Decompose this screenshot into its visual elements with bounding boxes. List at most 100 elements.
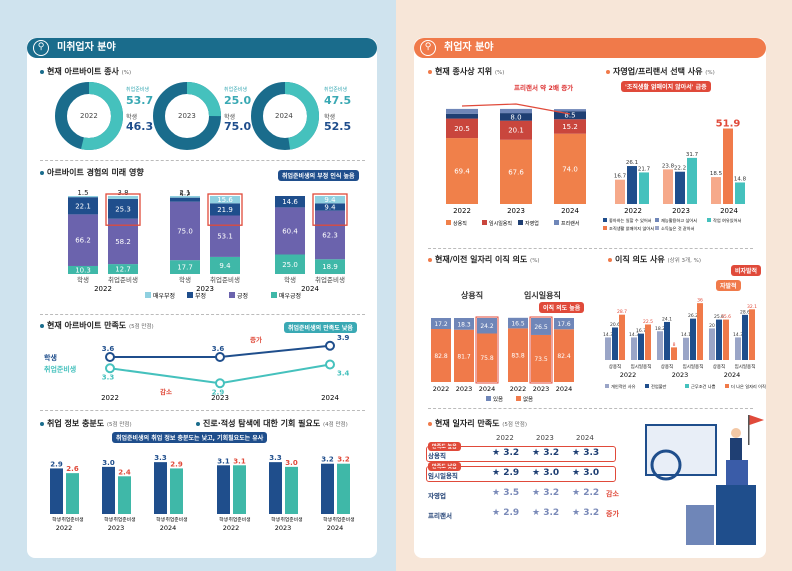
bar-value-label: 18.2: [655, 326, 665, 332]
donut-label-b-2024: 학생: [324, 114, 336, 121]
legend-label: 더 나은 일자리 이직: [731, 383, 766, 390]
x-tick-label: 취업준비생: [332, 516, 354, 523]
x-tick-label: 학생: [219, 516, 228, 523]
line-value-label: 3.6: [102, 345, 115, 353]
bar-value-label: 2.9: [50, 460, 63, 468]
bar-segment-긍정: [108, 218, 138, 265]
bar-segment-임시일용직: [500, 120, 532, 140]
bar-segment-매우긍정: [68, 265, 98, 274]
right-ribbon: ⚲ 취업자 분야: [414, 38, 766, 58]
bar-작업 여유 있어서: [735, 182, 745, 204]
legend-swatch: [603, 218, 607, 222]
bar-value-label: 23.8: [662, 163, 675, 169]
bar-value-label: 24.1: [662, 316, 672, 322]
bar-value-label: 22.1: [75, 202, 91, 210]
x-tick-label: 학생: [104, 516, 113, 523]
satisfaction-value: ★ 2.2: [572, 488, 600, 498]
bar-value-label: 75.0: [177, 227, 193, 235]
right-ribbon-title: 취업자 분야: [444, 42, 494, 53]
line-value-label: 3.3: [102, 373, 115, 381]
donut-label-b-2022: 학생: [126, 114, 138, 121]
bar-계약·고용불안: [619, 314, 625, 360]
x-tick-label: 학생: [323, 516, 332, 523]
legend-swatch: [603, 226, 607, 230]
bar-직장 불만: [664, 321, 670, 360]
bar-value-label: 28.7: [617, 309, 627, 315]
search-person-icon: ⚲: [420, 40, 436, 56]
bar-value-label: 14.1: [681, 332, 691, 338]
bar-value-label: 15.6: [217, 196, 233, 204]
bar-value-label: 18.3: [457, 321, 471, 328]
bar-value-label: 17.6: [557, 321, 571, 328]
bar-segment-부정: [170, 197, 200, 202]
building: [686, 505, 714, 545]
bar-segment-매우긍정: [275, 254, 305, 274]
divider: [428, 408, 753, 409]
table-year-header: 2022: [496, 434, 514, 442]
bar-직장 불만: [742, 314, 748, 360]
x-group-label: 2022: [223, 524, 240, 532]
bar-개인적인 사유: [709, 328, 715, 360]
left-panel: ⚲ 미취업자 분야 현재 아르바이트 종사 (%) 2022 2023 2024…: [0, 0, 396, 571]
bar-segment-상용직: [554, 133, 586, 204]
magnifier-icon: [650, 449, 682, 481]
success-illustration: [645, 415, 764, 545]
bar-value-label: 16.7: [614, 174, 627, 180]
donut-year-2023: 2023: [178, 112, 196, 120]
donut-value-a-2023: 25.0: [224, 94, 252, 107]
bullet-icon: [428, 257, 432, 262]
trend-line: [461, 103, 571, 115]
bar-value-label: 9.4: [219, 262, 231, 270]
x-tick-label: 2023: [672, 207, 690, 215]
bar-segment-있음: [431, 318, 451, 330]
series-label: 학생: [44, 353, 57, 362]
x-group-label: 2022: [620, 371, 637, 379]
x-tick-label: 취업준비생: [61, 516, 83, 523]
line-point: [105, 352, 115, 362]
highlight-box: [475, 316, 499, 384]
legend-label: 좋아하는 일할 수 있어서: [609, 217, 652, 224]
bar-value-label: 36: [697, 298, 703, 304]
bar-value-label: 3.3: [154, 454, 167, 462]
bar-학생: [102, 466, 115, 514]
x-group-label: 2023: [108, 524, 125, 532]
bar-value-label: 21.9: [217, 206, 233, 214]
line-value-label: 2.9: [212, 388, 225, 396]
bar-value-label: 62.3: [322, 231, 338, 239]
bar-value-label: 21.7: [638, 166, 651, 172]
row-label: 프리랜서: [428, 512, 452, 520]
legend-swatch: [187, 292, 193, 298]
bullet-icon: [40, 170, 44, 175]
person-body: [730, 438, 742, 460]
legend-swatch: [707, 218, 711, 222]
person-icon: ⚲: [33, 40, 49, 56]
bar-segment-프리랜서: [446, 108, 478, 114]
satisfaction-value: ★ 3.2: [532, 448, 560, 458]
x-tick-label: 취업준비생: [280, 516, 302, 523]
flag-pole: [748, 415, 750, 445]
bullet-icon: [40, 323, 44, 328]
bar-segment-부정: [68, 197, 98, 215]
x-group-label: 2022: [56, 524, 73, 532]
bullet-icon: [608, 257, 612, 262]
legend-label: 없음: [523, 395, 533, 403]
legend-swatch: [554, 220, 559, 225]
right-sec1-title: 현재 종사상 지위 (%): [428, 66, 504, 77]
bar-segment-상용직: [500, 139, 532, 204]
bar-value-label: 81.7: [457, 353, 471, 360]
x-tick-label: 취업준비생: [210, 275, 240, 284]
bar-value-label: 53.1: [217, 233, 233, 241]
x-tick-label: 학생: [52, 516, 61, 523]
person-head: [731, 428, 741, 438]
bar-직장 불만: [612, 327, 618, 360]
legend-label: 긍정: [237, 293, 248, 300]
bar-작업 여유 있어서: [639, 172, 649, 204]
x-tick-label: 학생: [156, 516, 165, 523]
bar-value-label: 2.6: [66, 465, 79, 473]
highlight-box: [312, 193, 348, 226]
bar-개인적인 사유: [605, 337, 611, 360]
donut-label-a-2023: 취업준비생: [224, 87, 248, 93]
donut-value-a-2024: 47.5: [324, 94, 352, 107]
bar-segment-긍정: [315, 210, 345, 260]
x-group-label: 2023: [196, 285, 214, 293]
